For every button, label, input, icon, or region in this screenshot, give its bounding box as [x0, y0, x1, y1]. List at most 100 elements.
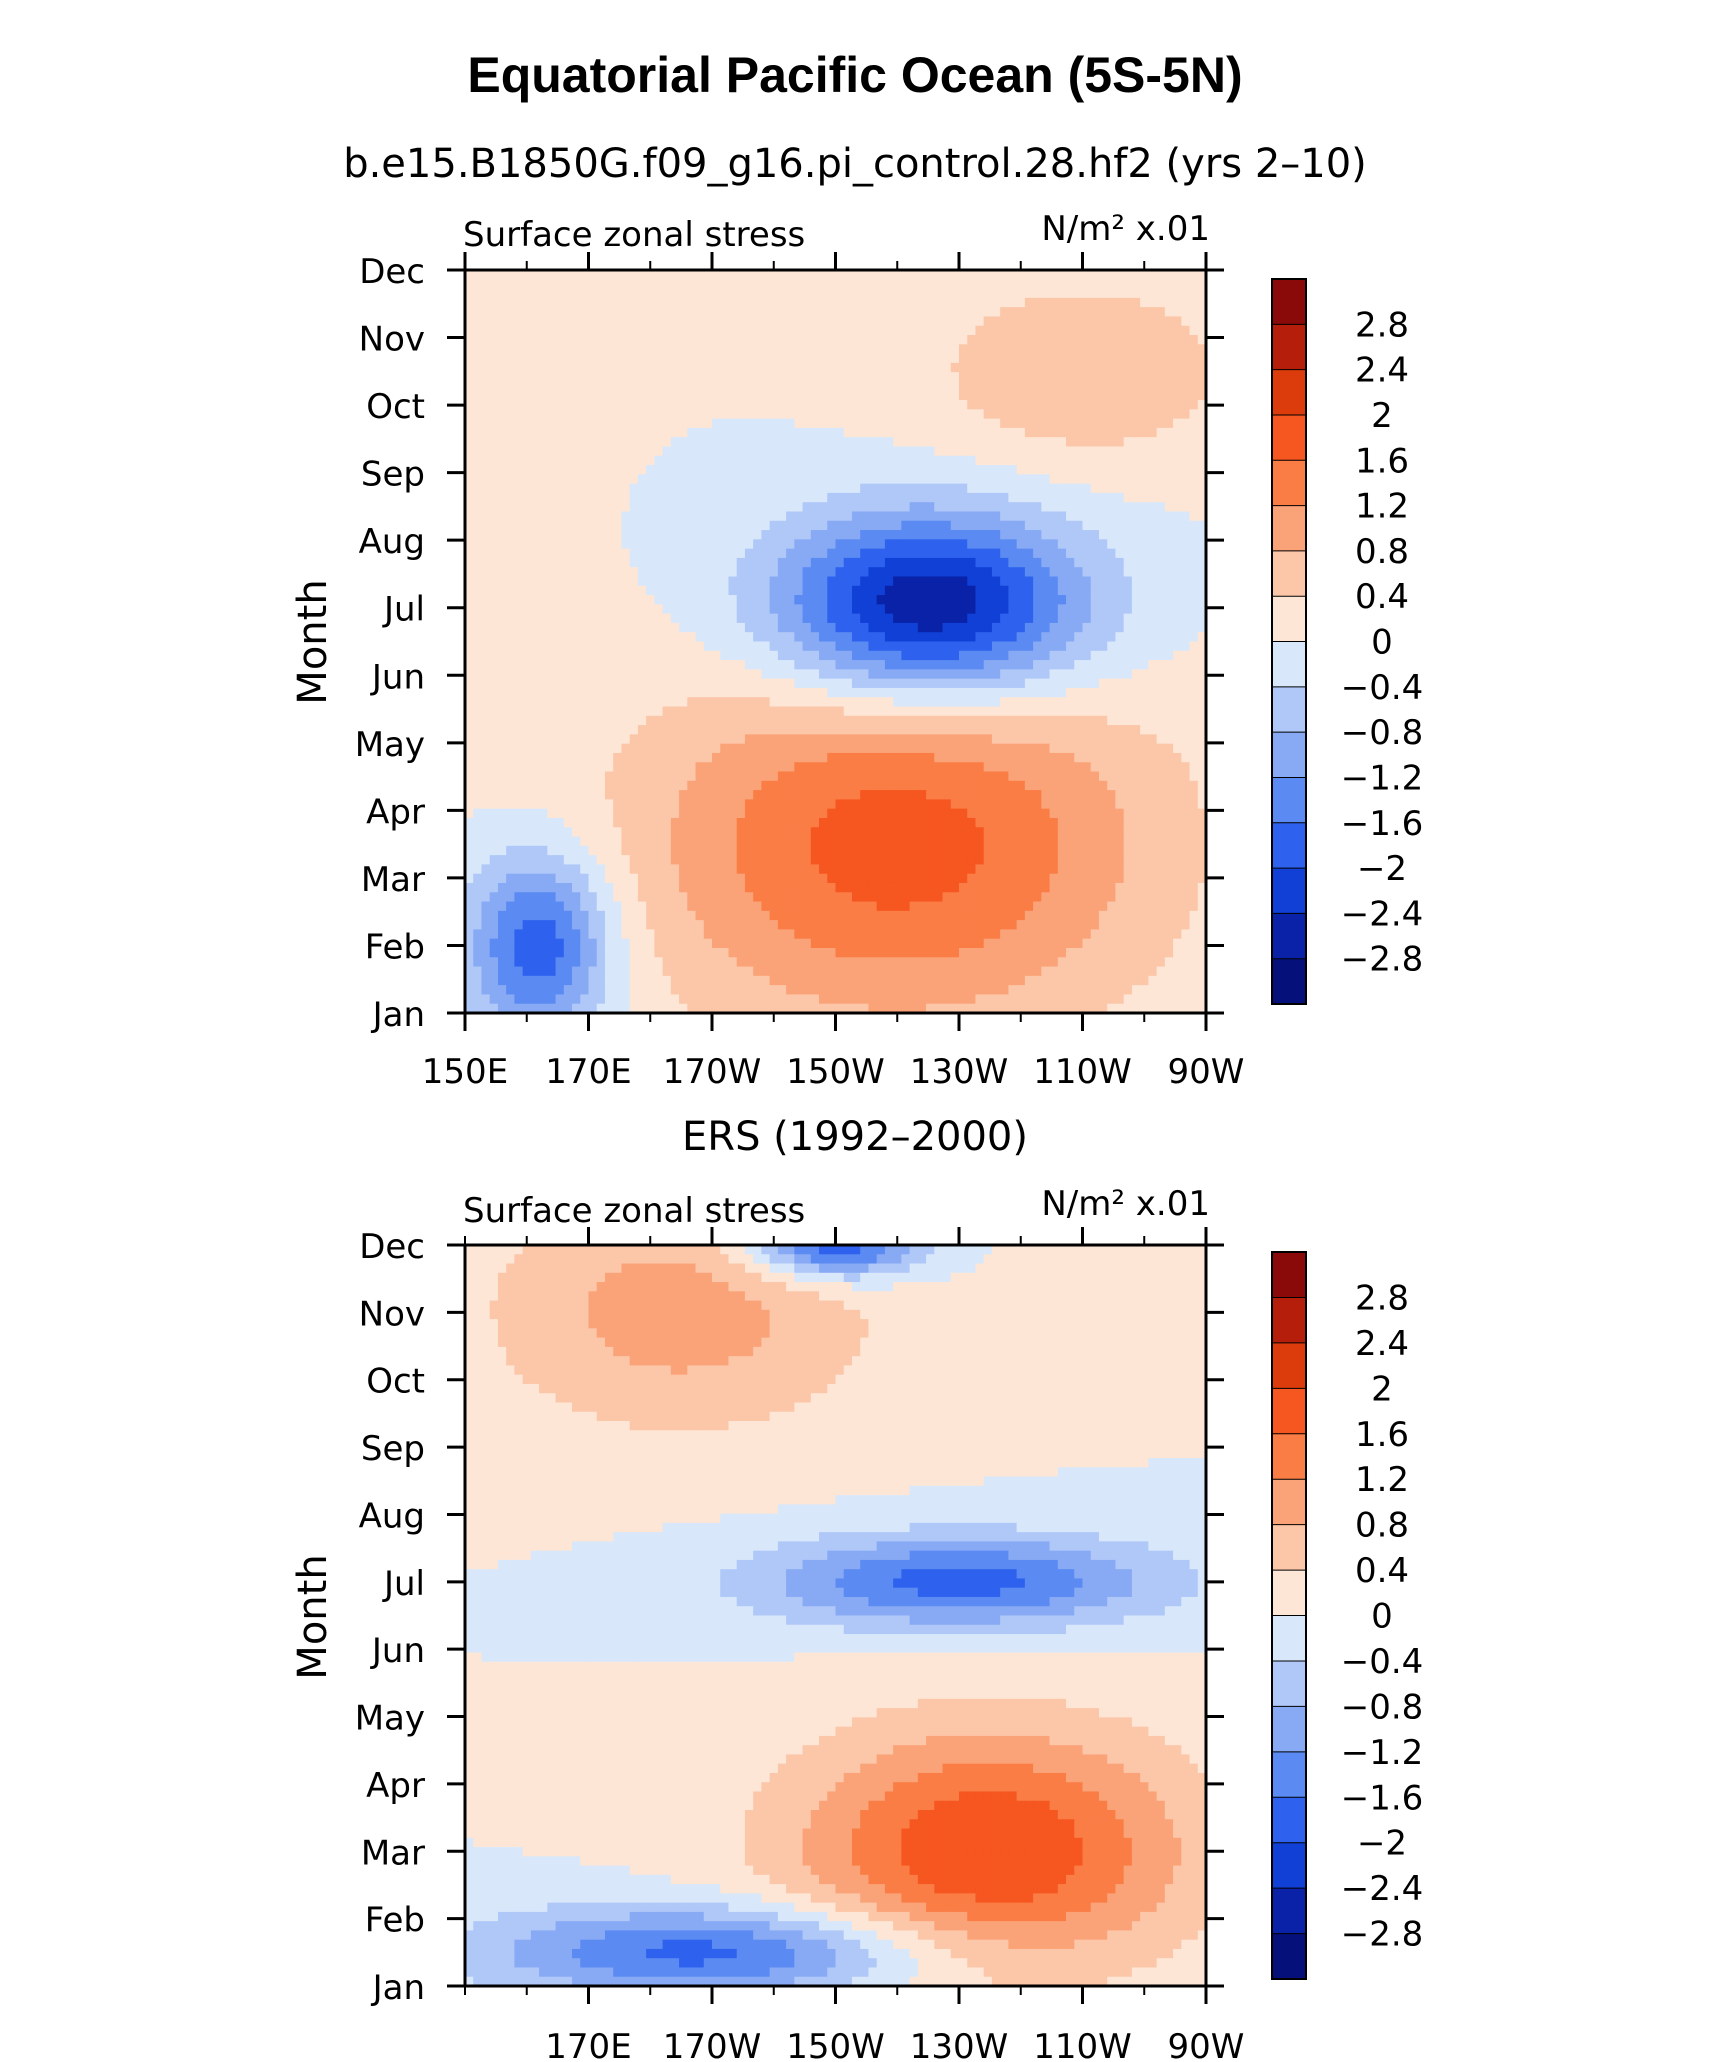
- contour-cell: [860, 706, 870, 717]
- contour-cell: [1164, 622, 1174, 633]
- contour-cell: [1140, 344, 1149, 355]
- contour-cell: [1082, 325, 1092, 336]
- contour-cell: [1066, 455, 1075, 466]
- contour-cell: [728, 660, 738, 670]
- contour-cell: [1164, 576, 1174, 587]
- contour-cell: [1123, 725, 1133, 735]
- contour-cell: [539, 622, 548, 633]
- contour-cell: [1164, 660, 1174, 670]
- contour-cell: [901, 455, 911, 466]
- contour-cell: [695, 771, 705, 782]
- contour-cell: [1057, 409, 1067, 420]
- contour-cell: [563, 576, 573, 587]
- contour-cell: [695, 641, 705, 652]
- contour-cell: [522, 427, 532, 438]
- contour-cell: [868, 353, 878, 364]
- contour-cell: [860, 585, 870, 596]
- contour-cell: [1140, 492, 1149, 503]
- contour-cell: [555, 362, 565, 373]
- contour-cell: [794, 585, 804, 596]
- contour-cell: [959, 530, 968, 540]
- contour-cell: [629, 567, 639, 578]
- contour-cell: [975, 325, 985, 336]
- contour-cell: [530, 483, 540, 494]
- contour-cell: [1024, 465, 1034, 475]
- contour-cell: [1115, 427, 1125, 438]
- contour-cell: [1140, 381, 1149, 392]
- contour-cell: [728, 455, 738, 466]
- contour-cell: [1123, 381, 1133, 392]
- contour-cell: [629, 270, 639, 280]
- contour-cell: [580, 455, 590, 466]
- contour-cell: [489, 715, 499, 726]
- contour-cell: [1066, 446, 1075, 457]
- contour-cell: [769, 780, 779, 791]
- contour-cell: [819, 613, 828, 624]
- contour-cell: [819, 409, 828, 420]
- contour-cell: [991, 548, 1001, 559]
- contour-cell: [1016, 474, 1026, 485]
- contour-cell: [563, 595, 573, 605]
- contour-cell: [1148, 557, 1158, 568]
- contour-cell: [843, 743, 853, 754]
- contour-cell: [514, 715, 524, 726]
- contour-cell: [481, 344, 491, 355]
- contour-cell: [753, 595, 762, 605]
- contour-cell: [670, 344, 680, 355]
- contour-cell: [761, 381, 771, 392]
- contour-cell: [720, 362, 730, 373]
- contour-cell: [868, 725, 878, 735]
- contour-cell: [736, 483, 746, 494]
- contour-cell: [637, 567, 647, 578]
- contour-cell: [621, 762, 631, 773]
- contour-cell: [777, 706, 787, 717]
- contour-cell: [1098, 725, 1108, 735]
- contour-cell: [1057, 474, 1067, 485]
- contour-cell: [613, 557, 623, 568]
- contour-cell: [777, 660, 787, 670]
- contour-cell: [473, 678, 483, 689]
- contour-cell: [712, 576, 721, 587]
- contour-cell: [794, 557, 804, 568]
- contour-cell: [473, 465, 483, 475]
- contour-cell: [703, 437, 713, 448]
- contour-cell: [1041, 307, 1051, 318]
- contour-cell: [1000, 335, 1009, 345]
- contour-cell: [662, 632, 672, 643]
- contour-cell: [670, 622, 680, 633]
- contour-cell: [909, 400, 919, 410]
- contour-cell: [1057, 557, 1067, 568]
- contour-cell: [769, 511, 779, 522]
- contour-cell: [473, 604, 483, 615]
- contour-cell: [983, 697, 993, 708]
- contour-cell: [1033, 492, 1042, 503]
- contour-cell: [613, 409, 623, 420]
- contour-cell: [934, 734, 944, 745]
- contour-cell: [761, 502, 771, 513]
- contour-cell: [1173, 548, 1182, 559]
- contour-cell: [786, 335, 795, 345]
- contour-cell: [555, 697, 565, 708]
- contour-cell: [497, 780, 507, 791]
- contour-cell: [703, 539, 713, 550]
- contour-cell: [679, 492, 688, 503]
- contour-cell: [851, 567, 861, 578]
- contour-cell: [802, 650, 812, 661]
- contour-cell: [465, 316, 474, 327]
- contour-cell: [613, 530, 623, 540]
- contour-cell: [679, 678, 688, 689]
- contour-cell: [942, 669, 952, 680]
- contour-cell: [1090, 715, 1100, 726]
- contour-cell: [646, 381, 655, 392]
- contour-cell: [876, 446, 886, 457]
- contour-cell: [1181, 483, 1191, 494]
- contour-cell: [1000, 632, 1009, 643]
- contour-cell: [670, 697, 680, 708]
- contour-cell: [1041, 297, 1051, 308]
- contour-cell: [744, 771, 754, 782]
- contour-cell: [1156, 734, 1166, 745]
- contour-cell: [926, 622, 935, 633]
- contour-cell: [563, 548, 573, 559]
- contour-cell: [522, 400, 532, 410]
- contour-cell: [1041, 613, 1051, 624]
